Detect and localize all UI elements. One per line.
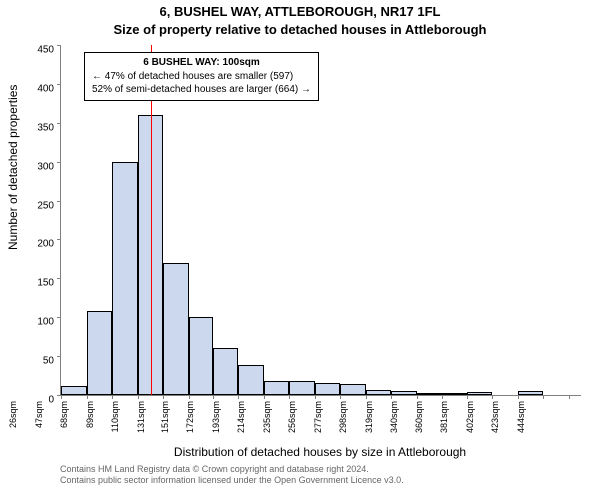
y-tick-mark (57, 45, 61, 46)
x-tick-mark (213, 395, 214, 399)
histogram-bar (61, 386, 87, 395)
x-tick-mark (264, 395, 265, 399)
plot-area: 6 BUSHEL WAY: 100sqm ← 47% of detached h… (60, 45, 581, 396)
y-axis-label: Number of detached properties (6, 85, 20, 250)
y-tick-mark (57, 239, 61, 240)
x-tick-mark (391, 395, 392, 399)
x-tick-mark (366, 395, 367, 399)
histogram-bar (189, 317, 213, 395)
attribution-line1: Contains HM Land Registry data © Crown c… (60, 464, 580, 475)
histogram-bar (315, 383, 341, 395)
chart-title-line1: 6, BUSHEL WAY, ATTLEBOROUGH, NR17 1FL (0, 4, 600, 19)
info-box: 6 BUSHEL WAY: 100sqm ← 47% of detached h… (84, 52, 319, 101)
histogram-bar (213, 348, 239, 395)
info-box-title: 6 BUSHEL WAY: 100sqm (92, 56, 311, 70)
histogram-bar (391, 391, 417, 395)
attribution-line2: Contains public sector information licen… (60, 475, 580, 486)
x-tick-mark (442, 395, 443, 399)
chart-title-line2: Size of property relative to detached ho… (0, 22, 600, 37)
x-tick-mark (492, 395, 493, 399)
x-axis-label: Distribution of detached houses by size … (60, 445, 580, 459)
y-tick-label: 150 (37, 278, 54, 289)
y-tick-mark (57, 278, 61, 279)
y-tick-label: 350 (37, 122, 54, 133)
x-tick-mark (138, 395, 139, 399)
x-tick-label: 444sqm (516, 401, 600, 433)
histogram-bar (467, 392, 493, 395)
info-box-line2: 52% of semi-detached houses are larger (… (92, 83, 311, 97)
x-tick-mark (163, 395, 164, 399)
y-tick-label: 50 (43, 356, 54, 367)
x-tick-mark (61, 395, 62, 399)
histogram-bar (289, 381, 315, 395)
x-tick-mark (340, 395, 341, 399)
histogram-bar (417, 393, 443, 395)
x-tick-mark (189, 395, 190, 399)
histogram-bar (87, 311, 113, 395)
histogram-bar (442, 393, 466, 395)
x-tick-mark (289, 395, 290, 399)
histogram-bar (163, 263, 189, 395)
y-tick-label: 400 (37, 83, 54, 94)
x-tick-mark (87, 395, 88, 399)
y-tick-label: 250 (37, 200, 54, 211)
y-tick-label: 100 (37, 317, 54, 328)
histogram-bar (366, 390, 392, 395)
x-tick-mark (569, 395, 570, 399)
y-tick-mark (57, 84, 61, 85)
x-tick-mark (112, 395, 113, 399)
info-box-line1: ← 47% of detached houses are smaller (59… (92, 70, 311, 84)
y-tick-label: 450 (37, 45, 54, 56)
histogram-bar (340, 384, 366, 395)
chart-container: 6, BUSHEL WAY, ATTLEBOROUGH, NR17 1FL Si… (0, 0, 600, 500)
attribution: Contains HM Land Registry data © Crown c… (60, 464, 580, 487)
y-tick-label: 200 (37, 239, 54, 250)
x-tick-mark (417, 395, 418, 399)
x-tick-mark (543, 395, 544, 399)
y-tick-mark (57, 201, 61, 202)
histogram-bar (264, 381, 290, 395)
x-tick-mark (238, 395, 239, 399)
y-tick-mark (57, 317, 61, 318)
x-tick-mark (518, 395, 519, 399)
y-tick-mark (57, 123, 61, 124)
y-tick-mark (57, 356, 61, 357)
x-tick-mark (315, 395, 316, 399)
histogram-bar (518, 391, 544, 395)
histogram-bar (238, 365, 264, 395)
x-tick-mark (467, 395, 468, 399)
histogram-bar (112, 162, 138, 395)
y-tick-label: 300 (37, 161, 54, 172)
y-tick-mark (57, 162, 61, 163)
